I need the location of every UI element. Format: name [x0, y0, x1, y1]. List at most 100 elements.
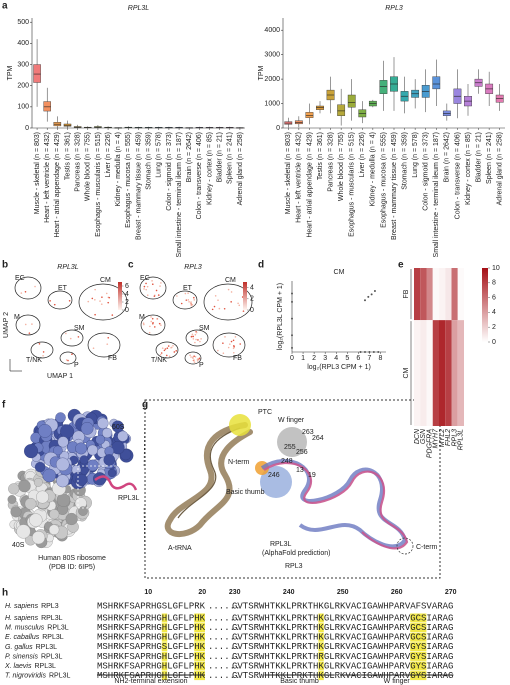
rrna-blob	[18, 479, 31, 493]
y-axis-label: log₂(RPL3L CPM + 1)	[277, 283, 284, 350]
gap: ......	[208, 661, 240, 671]
cell-dot	[94, 298, 96, 301]
rpl3l-protein	[94, 475, 138, 491]
panel-label: d	[258, 260, 264, 271]
rrna-blob	[48, 524, 60, 535]
ptc	[229, 414, 251, 436]
rrna-blob	[87, 444, 98, 456]
group-label: FB	[403, 289, 410, 298]
species: H. sapiens	[5, 603, 39, 610]
structure-label: W finger	[278, 417, 305, 424]
cluster-outline	[14, 276, 42, 300]
gene: RPL3L	[47, 624, 69, 631]
cell-dot	[175, 350, 178, 352]
species: G. gallus	[5, 644, 33, 651]
umap-title: RPL3L	[57, 264, 79, 271]
sequence: MSHRKFSAPRHGHLGFLPHK	[97, 613, 206, 623]
cluster-outline	[155, 341, 179, 359]
x-tick-label: Testis (n = 361)	[317, 132, 324, 180]
cell-dot	[188, 301, 190, 303]
x-tick-label: Spleen (n = 241)	[227, 132, 234, 184]
cluster-outline	[59, 351, 77, 365]
chart-title: CM	[334, 269, 345, 276]
cell-dot	[165, 354, 168, 357]
heatmap-cell	[432, 320, 439, 426]
cluster-label: ET	[183, 285, 193, 292]
cell-dot	[156, 318, 158, 320]
cell-dot	[190, 356, 192, 358]
rrna-blob	[10, 506, 22, 518]
x-tick-label: 7	[367, 355, 371, 362]
x-tick-label: Breast - mammary tissue (n = 459)	[135, 132, 142, 240]
sequence: MSHRKFSAPRHGHLGFLPHK	[97, 671, 206, 681]
x-tick-label: Esophagus - mucosa (n = 555)	[125, 132, 132, 228]
sequence: GVTSRWHTKKLPRKTHKGLRKVACIGAWHPARVGCSIARA…	[232, 613, 453, 623]
cluster-outline	[139, 276, 167, 300]
sequence: MSHRKFSAPRHGHLGFLPHK	[97, 623, 206, 633]
cluster-label: ET	[58, 285, 68, 292]
cell-dot	[193, 355, 195, 358]
position-label: 240	[283, 589, 295, 596]
x-tick-label: Kidney - cortex (n = 85)	[206, 132, 213, 205]
cell-dot	[87, 300, 90, 303]
x-tick-label: Colon - sigmoid (n = 373)	[166, 132, 173, 211]
gap: ......	[208, 623, 240, 633]
rrna-blob	[97, 417, 109, 429]
x-tick-label: Kidney - cortex (n = 85)	[465, 132, 472, 205]
cell-dot	[192, 356, 194, 359]
cell-dot	[187, 299, 190, 301]
point	[368, 351, 371, 353]
heatmap-cell	[439, 320, 446, 426]
species-name: M. musculus RPL3L	[5, 624, 69, 631]
cell-dot	[158, 322, 161, 325]
cell-dot	[159, 353, 162, 356]
species-name: X. laevis RPL3L	[4, 663, 56, 670]
rrna-blob	[75, 442, 88, 455]
cell-dot	[143, 285, 146, 288]
residue-label: 255	[284, 444, 296, 451]
x-tick-label: Stomach (n = 359)	[401, 132, 408, 190]
box	[379, 80, 388, 94]
x-tick-label: 8	[379, 355, 383, 362]
sequence: GVTSRWHTKKLPRKTHRGLRKVACIGAWHPARVGYSIARA…	[232, 652, 453, 662]
cluster-label: T/NK	[151, 357, 167, 364]
highlight	[318, 671, 324, 681]
cluster-outline	[87, 332, 121, 358]
highlight	[194, 613, 205, 623]
box	[33, 64, 41, 83]
cell-dot	[163, 349, 166, 352]
cell-dot	[224, 336, 226, 338]
cell-dot	[198, 357, 201, 360]
colorbar-tick-label: 4	[125, 291, 129, 298]
cell-dot	[173, 351, 176, 353]
cell-dot	[170, 346, 172, 349]
rrna-blob	[42, 468, 57, 483]
highlight	[410, 642, 427, 652]
cluster-label: P	[199, 362, 204, 369]
cluster-label: T/NK	[26, 357, 42, 364]
rrna-blob	[33, 478, 43, 487]
cell-dot	[227, 346, 230, 349]
position-label: 20	[198, 589, 206, 596]
rrna-blob	[102, 427, 113, 439]
group-label: CM	[403, 367, 410, 378]
highlight	[410, 613, 427, 623]
sequence: MSHRKFSAPRHGSLGFLPRK	[97, 601, 206, 611]
cell-dot	[199, 340, 201, 343]
cell-dot	[111, 314, 114, 316]
rrna-blob	[29, 513, 43, 527]
cell-dot	[223, 307, 226, 310]
sequence: GVTSRWHTKKLPRKTHKGLRKVACIGAWHPARVGCSIARA…	[232, 633, 453, 643]
x-tick-label: 0	[290, 355, 294, 362]
cluster-outline	[30, 341, 54, 359]
sequence: GVTSRWHTKKLPRKTHKGLRKVACIGAWHPARVGYSIARA…	[232, 671, 453, 681]
cell-dot	[194, 341, 196, 344]
cell-dot	[194, 333, 197, 336]
region-label: Basic thumb	[280, 678, 319, 685]
x-tick-label: Colon - sigmoid (n = 373)	[423, 132, 430, 211]
gene: RPL3	[41, 603, 59, 610]
species-name: H. sapiens RPL3L	[5, 615, 63, 622]
heatmap-cell	[420, 320, 427, 426]
y-tick-label: 0	[276, 125, 280, 132]
rrna-blob	[55, 412, 66, 423]
